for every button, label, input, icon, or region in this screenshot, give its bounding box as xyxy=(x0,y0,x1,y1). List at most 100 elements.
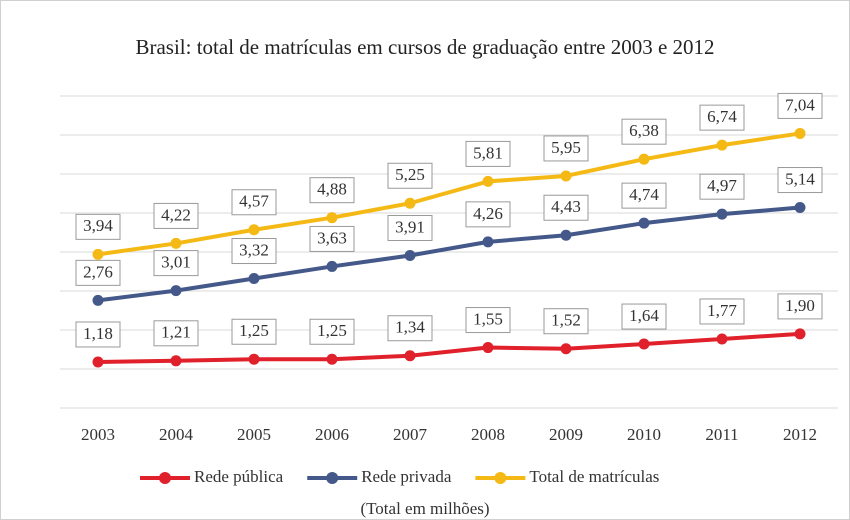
point xyxy=(482,175,494,187)
legend-label: Rede pública xyxy=(194,467,284,486)
x-tick-label: 2004 xyxy=(159,425,194,444)
point xyxy=(482,236,494,248)
x-tick-label: 2005 xyxy=(237,425,271,444)
data-label: 5,95 xyxy=(551,138,581,157)
label-box xyxy=(777,293,823,320)
point xyxy=(170,355,182,367)
point xyxy=(560,170,572,182)
point xyxy=(638,217,650,229)
label-box xyxy=(153,250,199,277)
series-line xyxy=(97,331,801,364)
label-box xyxy=(387,162,433,189)
data-label: 6,38 xyxy=(629,121,659,140)
point xyxy=(92,356,104,368)
data-label: 4,22 xyxy=(161,205,191,224)
point xyxy=(404,350,416,362)
label-box xyxy=(75,213,121,240)
label-box xyxy=(231,189,277,216)
data-label: 4,88 xyxy=(317,180,347,199)
legend-label: Total de matrículas xyxy=(529,467,659,486)
label-box xyxy=(231,238,277,265)
label-box xyxy=(543,135,589,162)
label-box xyxy=(543,308,589,335)
point xyxy=(716,333,728,345)
label-box xyxy=(153,202,199,229)
data-label: 1,34 xyxy=(395,318,425,337)
data-label: 1,25 xyxy=(317,321,347,340)
legend-label: Rede privada xyxy=(361,467,452,486)
series-line xyxy=(97,131,801,257)
label-box xyxy=(777,167,823,194)
chart-title: Brasil: total de matrículas em cursos de… xyxy=(135,35,714,59)
point xyxy=(560,343,572,355)
data-label: 3,91 xyxy=(395,217,425,236)
point xyxy=(248,224,260,236)
label-box xyxy=(699,104,745,131)
label-box xyxy=(153,320,199,347)
point xyxy=(326,212,338,224)
data-label: 4,26 xyxy=(473,204,503,223)
point xyxy=(404,250,416,262)
label-box xyxy=(387,215,433,242)
point xyxy=(248,273,260,285)
data-label: 1,55 xyxy=(473,309,503,328)
point xyxy=(794,328,806,340)
point xyxy=(638,153,650,165)
data-label: 1,77 xyxy=(707,301,737,320)
point xyxy=(716,139,728,151)
data-label: 5,14 xyxy=(785,169,815,188)
label-box xyxy=(621,182,667,209)
label-box xyxy=(309,318,355,345)
data-label: 1,90 xyxy=(785,296,815,315)
x-tick-label: 2007 xyxy=(393,425,428,444)
label-box xyxy=(543,194,589,221)
label-box xyxy=(309,177,355,204)
point xyxy=(794,127,806,139)
point xyxy=(638,338,650,350)
x-tick-label: 2012 xyxy=(783,425,817,444)
x-tick-label: 2008 xyxy=(471,425,505,444)
label-box xyxy=(231,318,277,345)
data-label: 4,43 xyxy=(551,197,581,216)
x-tick-label: 2006 xyxy=(315,425,349,444)
label-box xyxy=(777,92,823,119)
data-label: 4,74 xyxy=(629,185,659,204)
point xyxy=(92,248,104,260)
data-label: 4,57 xyxy=(239,192,269,211)
point xyxy=(482,342,494,354)
data-label: 1,25 xyxy=(239,321,269,340)
note: (Total em milhões) xyxy=(360,499,489,518)
legend-marker xyxy=(159,472,171,484)
data-label: 1,18 xyxy=(83,324,113,343)
data-label: 5,81 xyxy=(473,143,503,162)
data-label: 7,04 xyxy=(785,95,815,114)
point xyxy=(170,285,182,297)
series-line xyxy=(97,205,801,303)
point xyxy=(170,237,182,249)
data-label: 3,01 xyxy=(161,253,191,272)
x-tick-label: 2010 xyxy=(627,425,661,444)
data-label: 1,21 xyxy=(161,323,191,342)
label-box xyxy=(465,140,511,167)
data-label: 1,64 xyxy=(629,306,659,325)
x-tick-label: 2003 xyxy=(81,425,115,444)
label-box xyxy=(465,201,511,228)
label-box xyxy=(309,225,355,252)
point xyxy=(794,202,806,214)
point xyxy=(326,260,338,272)
label-box xyxy=(621,303,667,330)
point xyxy=(560,229,572,241)
data-label: 3,63 xyxy=(317,228,347,247)
point xyxy=(404,197,416,209)
data-label: 3,94 xyxy=(83,216,113,235)
point xyxy=(326,353,338,365)
data-label: 2,76 xyxy=(83,262,113,281)
data-label: 1,52 xyxy=(551,311,581,330)
legend-marker xyxy=(494,472,507,484)
data-label: 6,74 xyxy=(707,107,737,126)
data-label: 5,25 xyxy=(395,165,425,184)
label-box xyxy=(75,259,121,286)
data-label: 3,32 xyxy=(239,240,269,259)
